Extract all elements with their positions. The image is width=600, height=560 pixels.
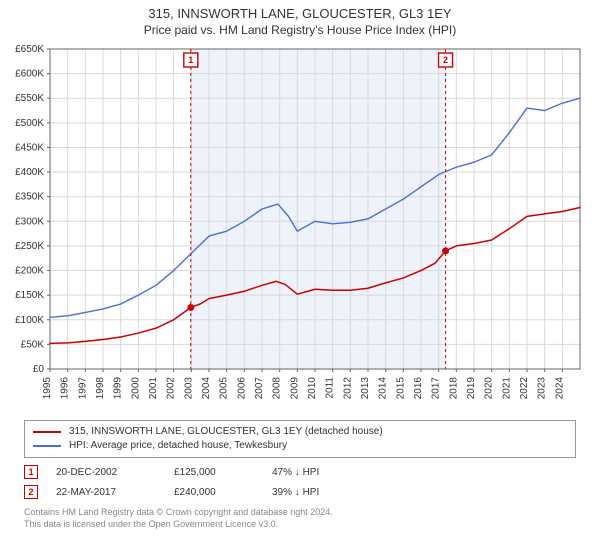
svg-text:2011: 2011 — [325, 377, 336, 399]
svg-text:2024: 2024 — [554, 377, 565, 400]
svg-text:1995: 1995 — [42, 377, 53, 400]
svg-text:2005: 2005 — [219, 377, 230, 400]
svg-text:2014: 2014 — [378, 377, 389, 400]
svg-text:£650K: £650K — [15, 44, 44, 55]
svg-text:2007: 2007 — [254, 377, 265, 400]
svg-text:2: 2 — [443, 55, 448, 65]
sale-date: 22-MAY-2017 — [56, 487, 156, 498]
legend-swatch — [33, 431, 61, 433]
svg-text:£400K: £400K — [15, 167, 44, 178]
svg-text:1998: 1998 — [95, 377, 106, 400]
legend: 315, INNSWORTH LANE, GLOUCESTER, GL3 1EY… — [24, 420, 576, 458]
svg-text:2004: 2004 — [201, 377, 212, 400]
svg-text:2008: 2008 — [272, 377, 283, 400]
svg-text:2001: 2001 — [148, 377, 159, 400]
svg-text:£300K: £300K — [15, 216, 44, 227]
sale-date: 20-DEC-2002 — [56, 467, 156, 478]
svg-text:2012: 2012 — [342, 377, 353, 400]
svg-text:£550K: £550K — [15, 93, 44, 104]
svg-text:2000: 2000 — [130, 377, 141, 400]
svg-text:£600K: £600K — [15, 69, 44, 80]
svg-text:2021: 2021 — [501, 377, 512, 400]
svg-text:2003: 2003 — [183, 377, 194, 400]
svg-text:£250K: £250K — [15, 241, 44, 252]
svg-text:1997: 1997 — [77, 377, 88, 400]
sale-hpi-diff: 39% ↓ HPI — [272, 487, 362, 498]
svg-text:£200K: £200K — [15, 266, 44, 277]
svg-text:2009: 2009 — [289, 377, 300, 400]
svg-text:£350K: £350K — [15, 192, 44, 203]
sale-marker: 1 — [24, 465, 38, 479]
sale-row: 2 22-MAY-2017 £240,000 39% ↓ HPI — [24, 482, 576, 502]
svg-text:1999: 1999 — [113, 377, 124, 400]
sale-price: £240,000 — [174, 487, 254, 498]
svg-text:£500K: £500K — [15, 118, 44, 129]
sale-marker: 2 — [24, 485, 38, 499]
svg-text:2017: 2017 — [431, 377, 442, 400]
svg-text:1996: 1996 — [60, 377, 71, 400]
sale-price: £125,000 — [174, 467, 254, 478]
legend-label: 315, INNSWORTH LANE, GLOUCESTER, GL3 1EY… — [69, 425, 383, 439]
footer-line2: This data is licensed under the Open Gov… — [24, 518, 576, 530]
title-block: 315, INNSWORTH LANE, GLOUCESTER, GL3 1EY… — [0, 0, 600, 39]
sale-hpi-diff: 47% ↓ HPI — [272, 467, 362, 478]
svg-text:2019: 2019 — [466, 377, 477, 400]
sales-list: 1 20-DEC-2002 £125,000 47% ↓ HPI 2 22-MAY-201… — [24, 462, 576, 502]
svg-text:2018: 2018 — [448, 377, 459, 400]
title-line1: 315, INNSWORTH LANE, GLOUCESTER, GL3 1EY — [0, 6, 600, 21]
svg-text:2020: 2020 — [484, 377, 495, 400]
svg-text:2023: 2023 — [537, 377, 548, 400]
sale-row: 1 20-DEC-2002 £125,000 47% ↓ HPI — [24, 462, 576, 482]
legend-item: 315, INNSWORTH LANE, GLOUCESTER, GL3 1EY… — [33, 425, 567, 439]
svg-text:2016: 2016 — [413, 377, 424, 400]
svg-text:£50K: £50K — [21, 339, 45, 350]
svg-text:2022: 2022 — [519, 377, 530, 400]
footer-line1: Contains HM Land Registry data © Crown c… — [24, 506, 576, 518]
title-line2: Price paid vs. HM Land Registry's House … — [0, 23, 600, 37]
svg-text:2006: 2006 — [236, 377, 247, 400]
legend-label: HPI: Average price, detached house, Tewk… — [69, 439, 287, 453]
legend-swatch — [33, 445, 61, 447]
svg-text:£100K: £100K — [15, 315, 44, 326]
svg-text:2015: 2015 — [395, 377, 406, 400]
svg-text:£450K: £450K — [15, 142, 44, 153]
svg-text:2013: 2013 — [360, 377, 371, 400]
svg-text:2010: 2010 — [307, 377, 318, 400]
price-chart: £0 £50K £100K £150K £200K £250K £300K £350K £400… — [0, 39, 600, 414]
svg-text:£150K: £150K — [15, 290, 44, 301]
svg-text:1: 1 — [188, 55, 193, 65]
attribution-footer: Contains HM Land Registry data © Crown c… — [24, 506, 576, 530]
legend-item: HPI: Average price, detached house, Tewk… — [33, 439, 567, 453]
svg-text:£0: £0 — [33, 364, 45, 375]
svg-text:2002: 2002 — [166, 377, 177, 400]
